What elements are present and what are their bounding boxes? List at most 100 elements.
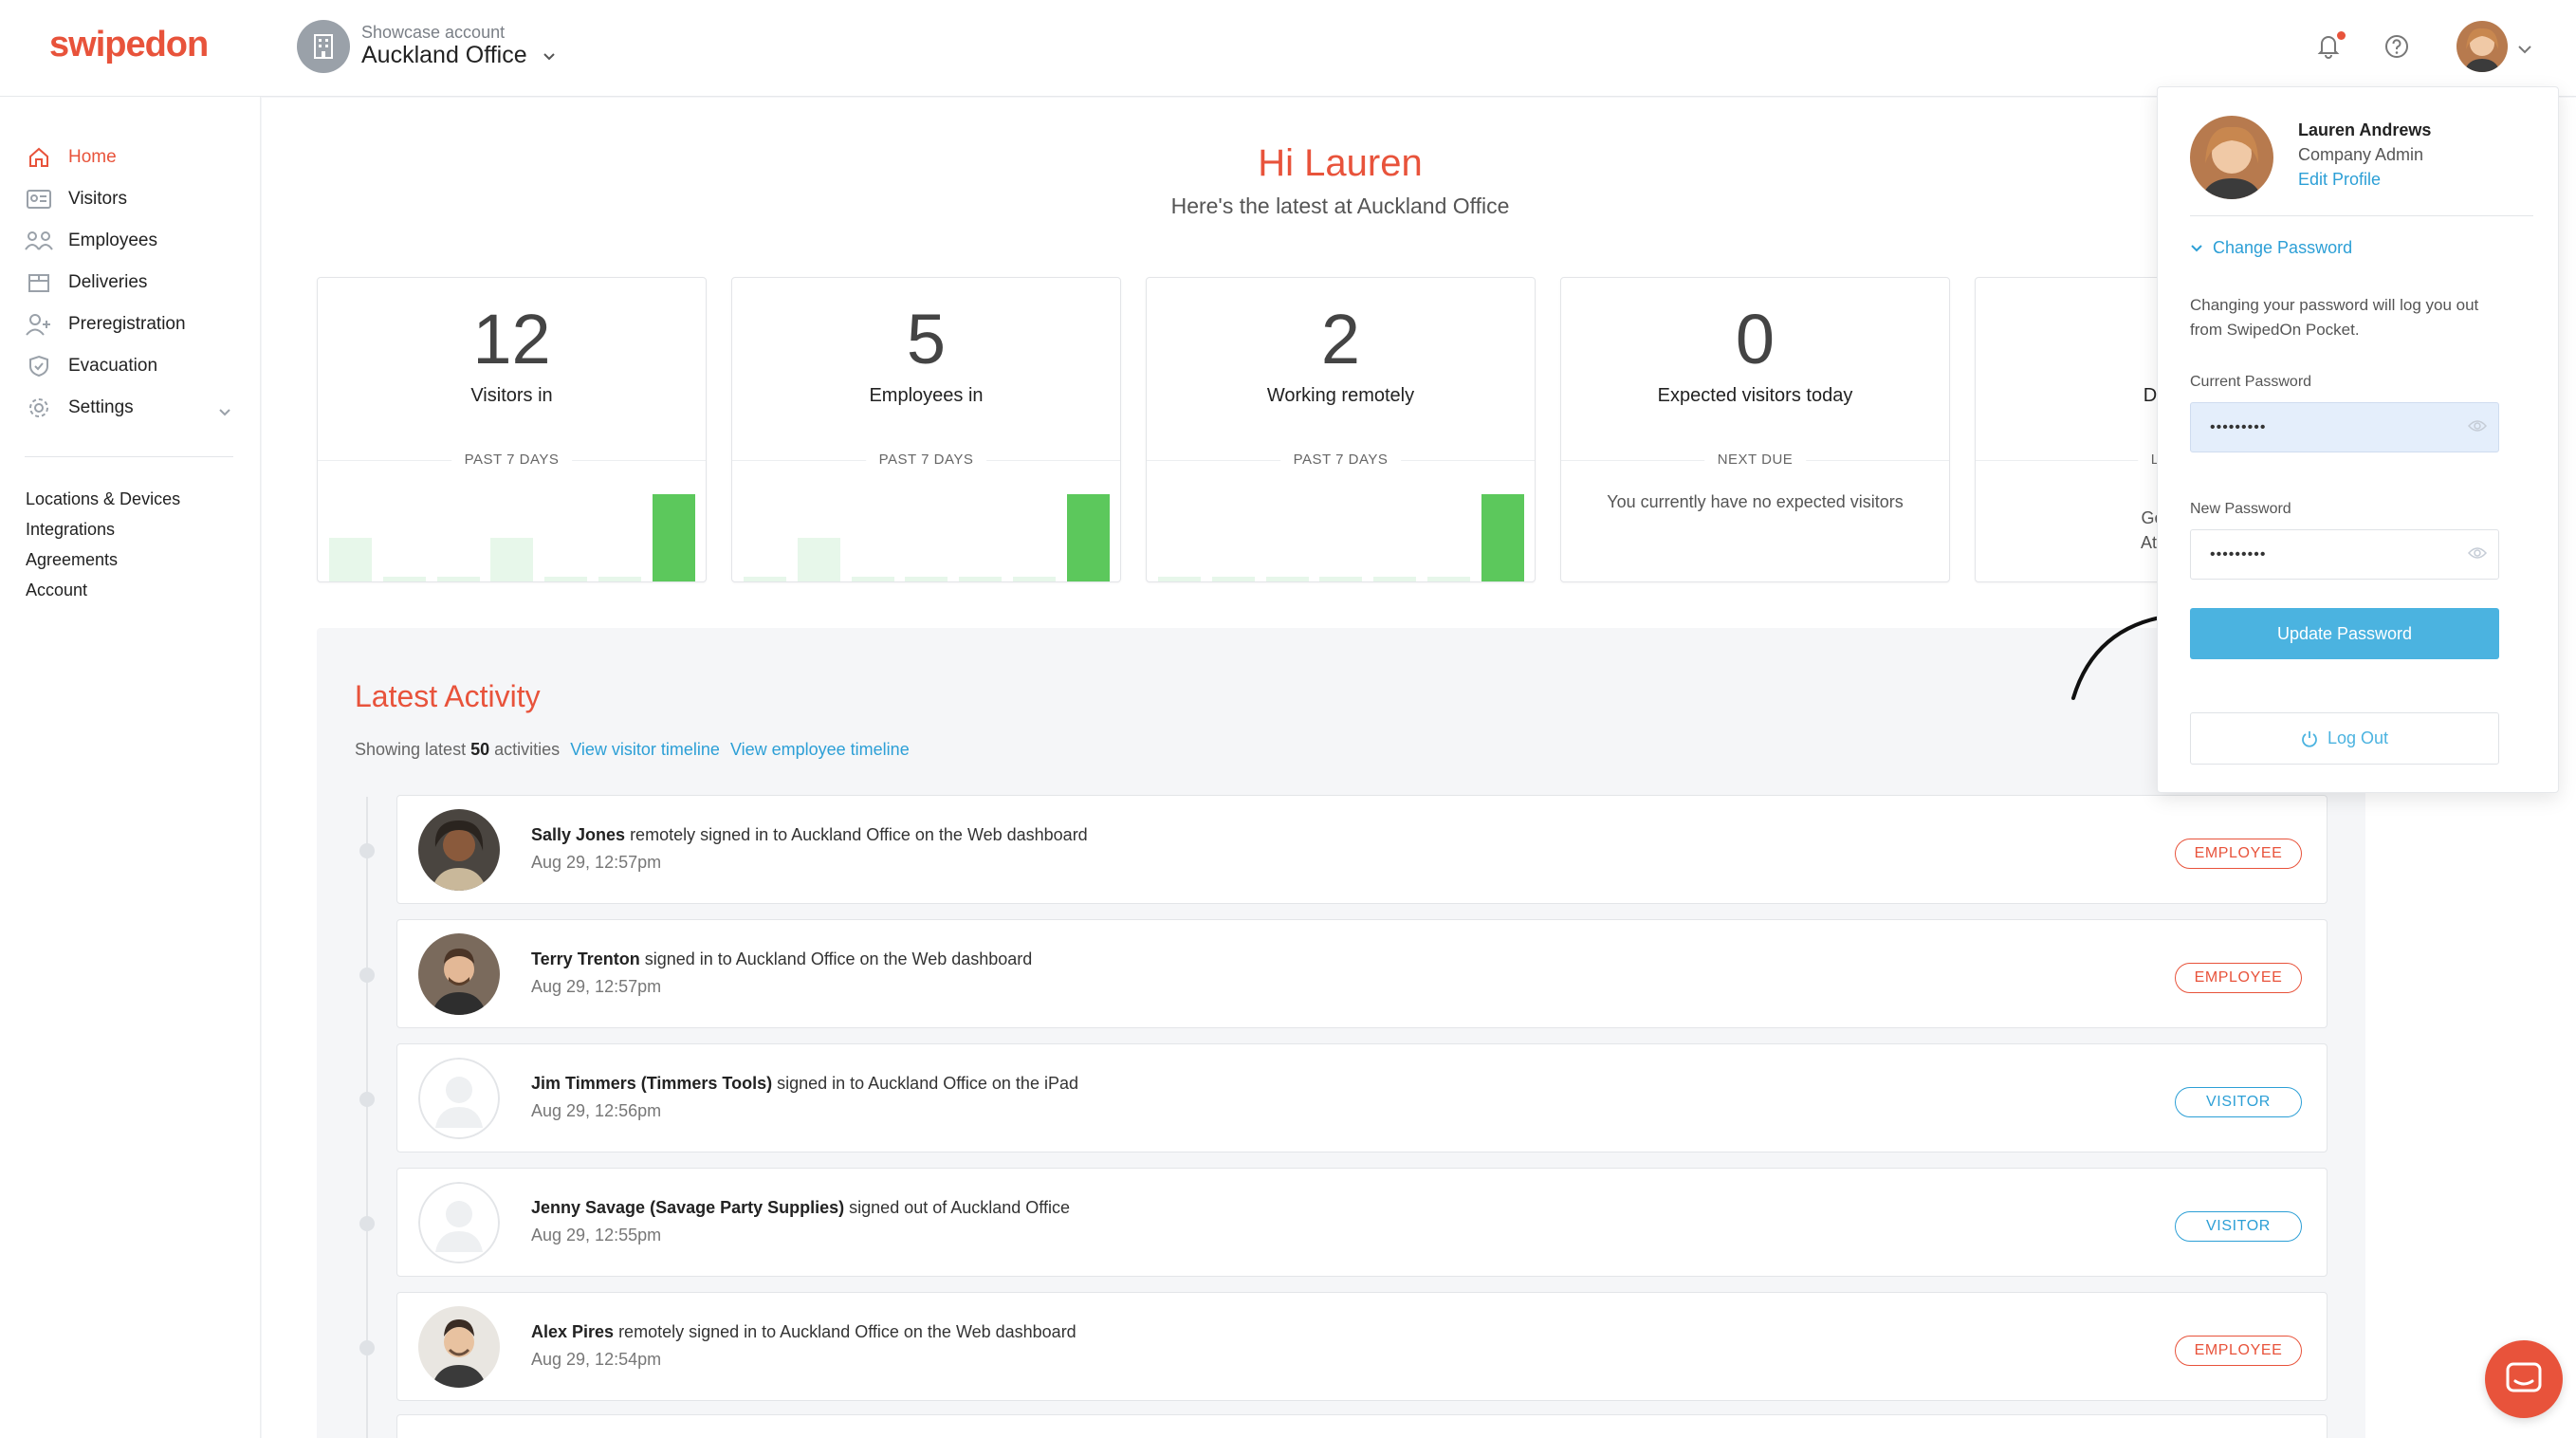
avatar-placeholder <box>418 1058 500 1139</box>
avatar <box>418 1306 500 1388</box>
activity-count: 50 <box>470 740 490 759</box>
avatar-placeholder <box>418 1182 500 1263</box>
location-selector[interactable]: Auckland Office <box>361 42 527 68</box>
activity-name[interactable]: Alex Pires <box>531 1322 615 1341</box>
sidebar-link-account[interactable]: Account <box>26 581 88 599</box>
eye-icon[interactable] <box>2467 419 2488 437</box>
chart-bar <box>329 538 372 581</box>
stat-label: Expected visitors today <box>1657 385 1853 406</box>
help-icon[interactable] <box>2384 34 2409 64</box>
stat-number: 0 <box>1735 300 1776 378</box>
sidebar-link-integrations[interactable]: Integrations <box>26 520 116 539</box>
chart-bar <box>544 577 588 581</box>
activity-row[interactable]: Terry Trenton signed in to Auckland Offi… <box>396 919 2328 1028</box>
chevron-down-icon[interactable] <box>2517 42 2532 59</box>
sidebar-link-agreements[interactable]: Agreements <box>26 550 119 569</box>
chat-launcher-button[interactable] <box>2485 1340 2563 1418</box>
password-note: Changing your password will log you out … <box>2190 296 2479 339</box>
employee-badge: EMPLOYEE <box>2175 963 2302 993</box>
sidebar-item-visitors[interactable]: Visitors <box>25 182 127 216</box>
stat-card-employees[interactable]: 5 Employees in PAST 7 DAYS <box>731 277 1121 582</box>
sidebar-item-home[interactable]: Home <box>25 140 117 175</box>
greeting-title: Hi Lauren <box>1258 142 1423 184</box>
mini-bar-chart <box>329 487 695 581</box>
logout-label: Log Out <box>2327 728 2389 747</box>
chart-bar <box>1373 577 1417 581</box>
new-password-label: New Password <box>2190 501 2291 517</box>
new-password-value: ••••••••• <box>2210 545 2267 562</box>
chevron-down-icon[interactable] <box>543 49 556 66</box>
swipedon-logo[interactable]: swipedon <box>49 25 209 65</box>
activity-row[interactable]: Jenny Savage (Savage Party Supplies) sig… <box>396 1168 2328 1277</box>
current-password-label: Current Password <box>2190 374 2312 390</box>
employee-badge: EMPLOYEE <box>2175 1336 2302 1366</box>
sidebar-divider <box>25 456 233 457</box>
sidebar-item-label: Employees <box>68 230 157 250</box>
sidebar-link-locations-devices[interactable]: Locations & Devices <box>26 489 181 508</box>
chat-icon <box>2506 1362 2542 1392</box>
activity-row[interactable]: Sally Jones remotely signed in to Auckla… <box>396 795 2328 904</box>
change-password-label: Change Password <box>2213 238 2353 257</box>
chart-bar <box>490 538 534 581</box>
stat-card-remote[interactable]: 2 Working remotely PAST 7 DAYS <box>1146 277 1536 582</box>
sidebar-item-settings[interactable]: Settings <box>25 391 235 425</box>
activity-name[interactable]: Sally Jones <box>531 825 626 844</box>
activity-time: Aug 29, 12:56pm <box>531 1101 662 1120</box>
mini-bar-chart <box>744 487 1110 581</box>
stat-number: 5 <box>906 300 947 378</box>
chevron-down-icon[interactable] <box>218 402 231 423</box>
visitor-badge: VISITOR <box>2175 1211 2302 1242</box>
profile-dropdown: Lauren Andrews Company Admin Edit Profil… <box>2157 86 2559 793</box>
sidebar-item-deliveries[interactable]: Deliveries <box>25 266 147 300</box>
activity-row[interactable] <box>396 1414 2328 1438</box>
timeline-line <box>366 797 368 1438</box>
new-password-field[interactable]: ••••••••• <box>2190 529 2499 580</box>
activity-row[interactable]: Jim Timmers (Timmers Tools) signed in to… <box>396 1043 2328 1152</box>
chart-bar <box>1481 494 1524 581</box>
eye-icon[interactable] <box>2467 546 2488 564</box>
activity-action: signed in to Auckland Office on the Web … <box>639 949 1033 968</box>
visitor-badge: VISITOR <box>2175 1087 2302 1117</box>
chevron-down-icon <box>2190 244 2203 253</box>
user-avatar[interactable] <box>2456 21 2508 72</box>
chart-bar <box>1158 577 1201 581</box>
edit-profile-link[interactable]: Edit Profile <box>2298 170 2382 189</box>
gear-icon <box>25 394 53 422</box>
current-password-value: ••••••••• <box>2210 418 2267 435</box>
home-icon <box>25 143 53 172</box>
chart-bar <box>1265 577 1309 581</box>
view-visitor-timeline-link[interactable]: View visitor timeline <box>570 740 720 759</box>
stat-label: Visitors in <box>470 385 553 406</box>
profile-avatar <box>2190 116 2273 199</box>
activity-row[interactable]: Alex Pires remotely signed in to Aucklan… <box>396 1292 2328 1401</box>
activity-text: Jim Timmers (Timmers Tools) signed in to… <box>531 1074 1078 1094</box>
notification-dot <box>2337 31 2346 40</box>
sidebar-item-evacuation[interactable]: Evacuation <box>25 349 157 383</box>
current-password-field[interactable]: ••••••••• <box>2190 402 2499 452</box>
logout-button[interactable]: Log Out <box>2190 712 2499 765</box>
activity-action: signed in to Auckland Office on the iPad <box>772 1074 1078 1093</box>
bell-icon[interactable] <box>2317 32 2340 64</box>
profile-role: Company Admin <box>2298 145 2424 164</box>
sidebar-item-employees[interactable]: Employees <box>25 224 157 258</box>
activity-name[interactable]: Jim Timmers (Timmers Tools) <box>531 1074 773 1093</box>
activity-title: Latest Activity <box>355 679 541 713</box>
change-password-toggle[interactable]: Change Password <box>2190 238 2352 258</box>
activity-name[interactable]: Terry Trenton <box>531 949 640 968</box>
stat-card-expected[interactable]: 0 Expected visitors today NEXT DUE You c… <box>1560 277 1950 582</box>
stat-number: 2 <box>1320 300 1361 378</box>
view-employee-timeline-link[interactable]: View employee timeline <box>729 740 910 759</box>
sidebar-item-preregistration[interactable]: Preregistration <box>25 307 186 341</box>
employee-badge: EMPLOYEE <box>2175 839 2302 869</box>
visitor-card-icon <box>25 185 53 213</box>
activity-text: Jenny Savage (Savage Party Supplies) sig… <box>531 1198 1070 1218</box>
avatar <box>418 933 500 1015</box>
stat-card-visitors[interactable]: 12 Visitors in PAST 7 DAYS <box>317 277 707 582</box>
update-password-button[interactable]: Update Password <box>2190 608 2499 659</box>
sidebar-item-label: Preregistration <box>68 314 186 334</box>
activity-name[interactable]: Jenny Savage (Savage Party Supplies) <box>531 1198 845 1217</box>
greeting-subtitle: Here's the latest at Auckland Office <box>1170 194 1510 218</box>
profile-name: Lauren Andrews <box>2298 120 2432 139</box>
sidebar-item-label: Deliveries <box>68 272 148 292</box>
power-icon <box>2301 730 2318 747</box>
